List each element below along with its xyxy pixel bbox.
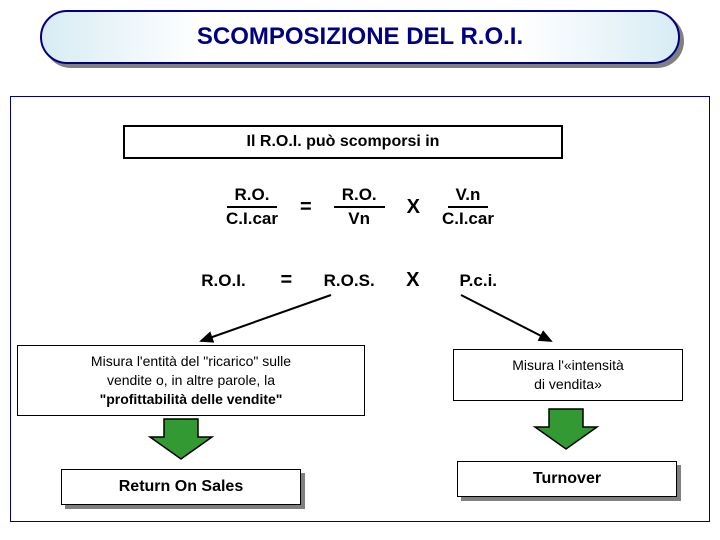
equals-sign: =: [300, 196, 312, 219]
formula-abbrev: R.O.I. = R.O.S. X P.c.i.: [11, 269, 709, 292]
arrow-ros-to-desc: [181, 291, 361, 351]
desc-turnover-l2: di vendita»: [534, 376, 602, 392]
subtitle-text: Il R.O.I. può scomporsi in: [247, 133, 440, 151]
desc-turnover: Misura l'«intensità di vendita»: [453, 349, 683, 401]
multiply-sign: X: [407, 196, 420, 219]
result-turnover-label: Turnover: [533, 470, 601, 488]
frac3-den: C.I.car: [442, 208, 494, 229]
arrow-pci-to-desc: [441, 291, 601, 351]
header-box: SCOMPOSIZIONE DEL R.O.I.: [40, 10, 680, 64]
subtitle-box: Il R.O.I. può scomporsi in: [123, 125, 563, 159]
fraction-turnover: V.n C.I.car: [442, 185, 494, 230]
result-ros-box: Return On Sales: [61, 469, 301, 505]
fraction-ros: R.O. Vn: [334, 185, 385, 230]
term-ros: R.O.S.: [314, 271, 384, 291]
frac3-num: V.n: [448, 185, 489, 208]
result-turnover-box: Turnover: [457, 461, 677, 497]
formula-fractions: R.O. C.I.car = R.O. Vn X V.n C.I.car: [11, 185, 709, 230]
multiply-sign-2: X: [406, 269, 419, 292]
result-ros-label: Return On Sales: [119, 478, 243, 496]
desc-turnover-l1: Misura l'«intensità: [512, 357, 624, 373]
desc-ros: Misura l'entità del "ricarico" sulle ven…: [17, 345, 365, 416]
desc-ros-l1: Misura l'entità del "ricarico" sulle: [91, 353, 291, 369]
term-roi: R.O.I.: [188, 271, 258, 291]
frac2-num: R.O.: [334, 185, 385, 208]
frac1-num: R.O.: [227, 185, 278, 208]
frac1-den: C.I.car: [226, 208, 278, 229]
frac2-den: Vn: [348, 208, 370, 229]
desc-ros-l3: "profittabilità delle vendite": [100, 391, 283, 407]
equals-sign-2: =: [280, 269, 292, 292]
fraction-roi: R.O. C.I.car: [226, 185, 278, 230]
term-pci: P.c.i.: [442, 271, 532, 291]
big-arrow-left: [146, 415, 216, 463]
main-frame: Il R.O.I. può scomporsi in R.O. C.I.car …: [10, 96, 710, 522]
header-title: SCOMPOSIZIONE DEL R.O.I.: [197, 23, 523, 51]
desc-ros-l2: vendite o, in altre parole, la: [107, 372, 275, 388]
big-arrow-right: [531, 405, 601, 453]
